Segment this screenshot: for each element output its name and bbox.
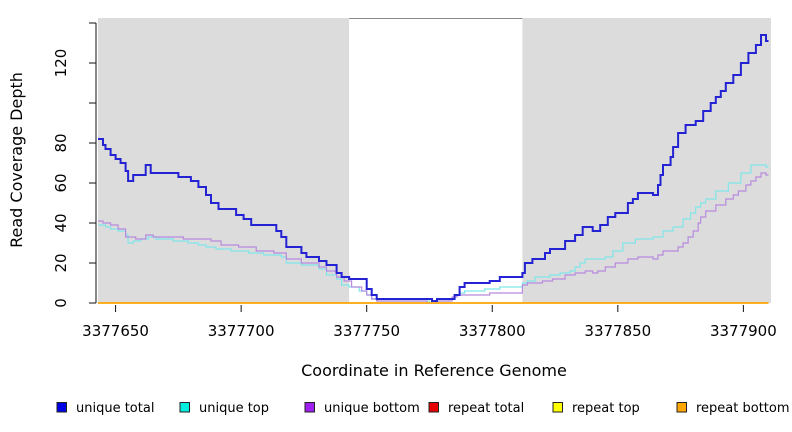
series-line-unique-total [98,34,769,302]
plot-background [98,18,771,303]
x-tick-label: 3377850 [584,322,651,340]
x-tick-label: 3377650 [82,322,149,340]
y-tick-label: 20 [52,253,70,272]
legend: unique total unique top unique bottom repea… [56,401,790,416]
y-tick-label: 120 [52,49,70,78]
shaded-repeat-region [98,18,350,303]
legend-label-unique-top: unique top [199,401,269,416]
y-tick-label: 40 [52,213,70,232]
x-axis-title: Coordinate in Reference Genome [301,361,567,380]
series-lines [98,34,769,304]
legend-label-repeat-top: repeat top [572,401,640,416]
axes: 0 20 40 60 80 120 3377650 3377700 3377750 3377800… [52,22,777,340]
y-tick-label: 60 [52,173,70,192]
legend-label-repeat-bottom: repeat bottom [696,401,790,416]
shaded-repeat-region [522,18,771,303]
x-tick-label: 3377700 [208,322,275,340]
legend-label-repeat-total: repeat total [448,401,524,416]
legend-swatch-unique-bottom [304,402,315,413]
legend-swatch-repeat-total [428,402,439,413]
legend-swatch-repeat-top [552,402,563,413]
y-axis-title: Read Coverage Depth [7,72,26,248]
legend-label-unique-total: unique total [76,401,154,416]
x-tick-label: 3377800 [459,322,526,340]
legend-label-unique-bottom: unique bottom [324,401,420,416]
y-tick-label: 80 [52,133,70,152]
x-tick-label: 3377900 [710,322,777,340]
legend-swatch-unique-top [179,402,190,413]
x-tick-label: 3377750 [333,322,400,340]
legend-swatch-unique-total [56,402,67,413]
y-tick-label: 0 [52,298,70,308]
legend-swatch-repeat-bottom [676,402,687,413]
series-line-unique-bottom [98,172,769,304]
